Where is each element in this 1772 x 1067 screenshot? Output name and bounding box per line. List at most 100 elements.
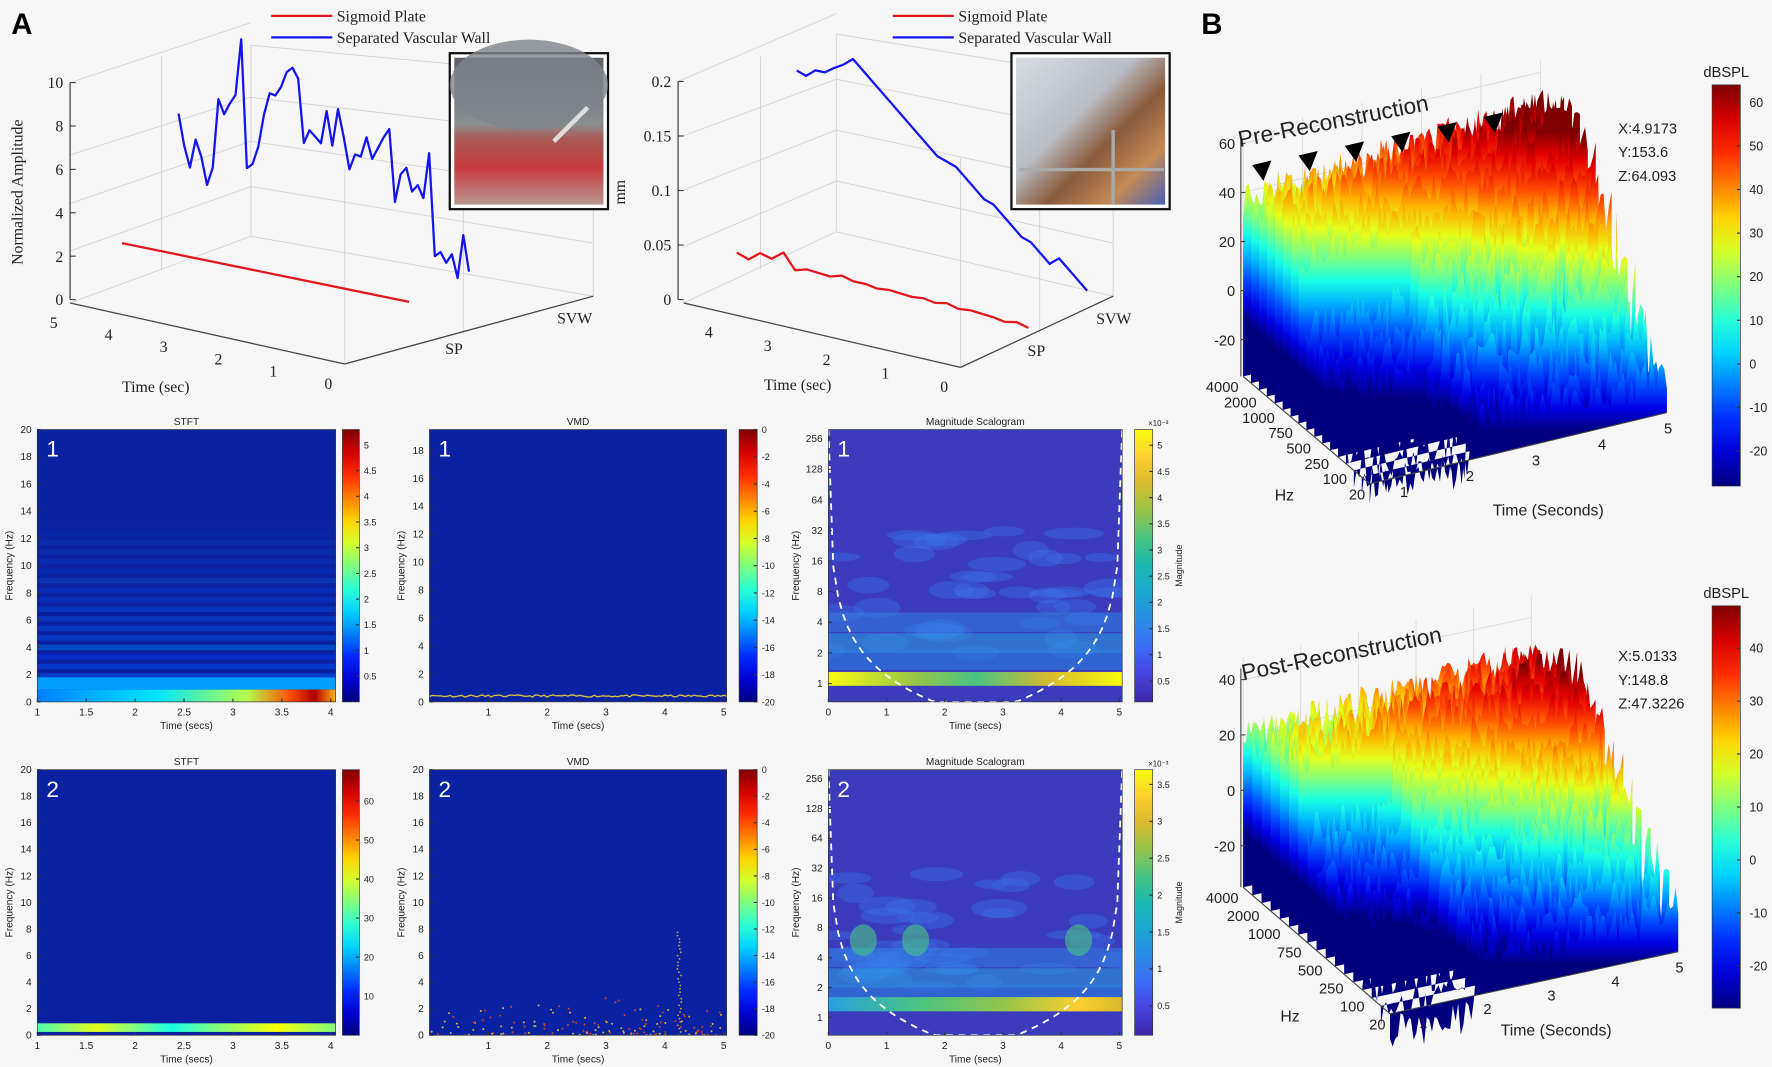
colorbar-tick-label: -20 [762, 697, 775, 707]
vmd-point [678, 971, 680, 974]
y-axis-label: Frequency (Hz) [397, 531, 408, 601]
vmd-point [634, 1009, 637, 1012]
colorbar-title: dBSPL [1703, 586, 1749, 602]
vmd-point [697, 1029, 700, 1032]
vmd-point [617, 999, 620, 1002]
colorbar-label: Magnitude [1174, 881, 1184, 923]
colorbar-tick-label: -12 [762, 924, 775, 934]
x-tick-label: 5 [721, 1041, 727, 1052]
vmd-point [449, 1031, 452, 1034]
arrowhead-marker-icon [1252, 160, 1272, 181]
scalogram-band [828, 968, 1123, 988]
vmd-point [472, 1021, 476, 1024]
colorbar-tick-label: 30 [364, 913, 374, 923]
vmd-point [636, 1032, 639, 1035]
spectral-band-low [37, 1023, 336, 1032]
grid-line [836, 231, 1114, 297]
x-tick-label: 3 [1000, 707, 1006, 718]
depth-axis-line [960, 295, 1114, 368]
x-tick-label: 3 [1000, 1041, 1006, 1052]
y-tick-label: 12 [20, 871, 32, 882]
colorbar-tick-label: -10 [762, 898, 775, 908]
colorbar-tick-label: -6 [762, 845, 770, 855]
y-tick-label: 4 [418, 978, 424, 989]
vmd-point [567, 1007, 570, 1010]
scalogram-patch [934, 530, 993, 541]
colorbar-tick-label: -4 [762, 818, 770, 828]
vmd-point [575, 1021, 578, 1024]
vmd-point [569, 1011, 572, 1014]
vmd-point [639, 1008, 642, 1011]
vmd-point [632, 1032, 635, 1035]
colorbar-tick-label: 1 [364, 646, 369, 656]
scalogram-peak [849, 924, 877, 957]
y-tick-label: 10 [20, 561, 32, 572]
scalogram-patch [1030, 588, 1082, 598]
hz-tick-label: 500 [1298, 963, 1323, 979]
colorbar-tick-label: 60 [364, 796, 374, 806]
colorbar-gradient [342, 429, 360, 703]
vmd-point [597, 1026, 600, 1029]
panel-number: 1 [837, 437, 850, 462]
vmd-point [551, 1032, 554, 1035]
colorbar-tick-label: 40 [364, 874, 374, 884]
x-tick-label: 2 [942, 1041, 948, 1052]
hz-tick-label: 250 [1319, 981, 1344, 997]
y-tick-label: 32 [811, 864, 823, 875]
colorbar-tick-label: 20 [364, 953, 374, 963]
y-tick-label: 32 [811, 526, 823, 537]
scalogram-patch [1045, 552, 1082, 565]
y-tick-label: 16 [412, 818, 424, 829]
vmd-point [452, 1016, 455, 1019]
vmd-point [680, 997, 683, 1000]
vmd-point [701, 1033, 704, 1036]
colorbar-tick-label: 3.5 [1157, 519, 1170, 529]
x-axis-label: Time (secs) [949, 1054, 1002, 1065]
y-tick-label: 20 [412, 765, 424, 776]
vmd-point [608, 1030, 611, 1033]
hz-tick-label: 100 [1340, 1000, 1365, 1016]
vmd-point [678, 944, 680, 947]
hz-tick-label: 1000 [1242, 411, 1275, 427]
colorbar-tick-label: 1.5 [1157, 624, 1170, 634]
vmd-point [448, 1012, 451, 1015]
scalogram-patch [909, 911, 954, 929]
y-tick-label: 8 [26, 588, 32, 599]
vmd-point [582, 1030, 585, 1033]
scalogram-patch [847, 576, 890, 594]
panel-label-a: A [11, 8, 32, 41]
legend-label: Sigmoid Plate [958, 9, 1047, 26]
x-tick-label: 1 [485, 707, 491, 718]
time-tick-label: 4 [105, 327, 113, 344]
vmd-point [645, 1019, 648, 1022]
colorbar-tick-label: 3.5 [364, 517, 377, 527]
time-tick-label: 5 [1664, 422, 1672, 438]
scalogram-patch [893, 545, 936, 563]
vmd-point [676, 934, 679, 937]
vmd-point [659, 1021, 662, 1024]
spectral-band [37, 625, 336, 632]
time-axis-line [1389, 951, 1679, 1015]
scalogram-patch [974, 879, 1009, 889]
vmd-point [706, 1010, 709, 1013]
vmd-point [633, 1029, 636, 1032]
z-tick-label: -20 [1214, 333, 1235, 349]
scalogram-patch [971, 898, 1028, 919]
y-tick-label: 18 [412, 792, 424, 803]
x-tick-label: 2 [942, 707, 948, 718]
vmd-point [641, 1018, 644, 1021]
colorbar-tick-label: 3 [364, 543, 369, 553]
scalogram-peak [1064, 924, 1093, 957]
x-tick-label: 1 [884, 707, 890, 718]
colorbar-tick-label: 0.5 [364, 672, 377, 682]
y-axis-label: Frequency (Hz) [4, 867, 15, 937]
vmd-point [720, 1013, 723, 1016]
y-tick-label: 256 [806, 434, 823, 445]
y-tick-label: 2 [817, 983, 823, 994]
vmd-point [604, 997, 607, 1000]
vmd-point [510, 1026, 513, 1029]
y-tick-label: 1 [817, 1013, 823, 1024]
colorbar-label: Magnitude [1174, 545, 1184, 587]
colorbar-tick-label: 4.5 [1157, 467, 1170, 477]
